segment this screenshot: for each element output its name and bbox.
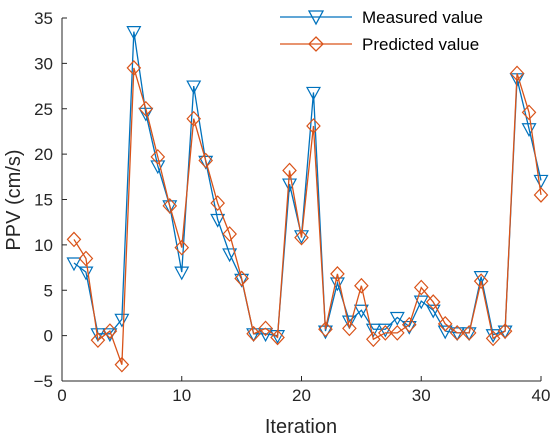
data-point-predicted	[318, 321, 333, 338]
x-tick-label: 20	[292, 386, 311, 405]
data-point-predicted	[78, 250, 94, 267]
data-point-predicted	[246, 325, 261, 342]
data-point-predicted	[222, 226, 237, 242]
data-point-measured	[246, 328, 262, 343]
y-tick-label: 10	[34, 236, 53, 255]
data-point-predicted	[366, 331, 381, 348]
x-tick-label: 0	[57, 386, 66, 405]
data-point-predicted	[389, 325, 405, 341]
y-tick-label: −5	[34, 372, 53, 391]
data-point-measured	[521, 123, 537, 137]
data-point-predicted	[354, 277, 369, 294]
data-point-predicted	[90, 332, 106, 349]
series-layer	[66, 26, 549, 373]
data-point-measured	[198, 155, 214, 170]
data-point-predicted	[306, 118, 321, 134]
data-point-predicted	[437, 315, 453, 332]
data-point-predicted	[258, 320, 273, 337]
data-point-measured	[162, 200, 178, 215]
data-point-measured	[329, 277, 345, 292]
y-tick-label: 25	[34, 100, 53, 119]
data-point-measured	[234, 273, 250, 288]
legend-item-measured: Measured value	[280, 8, 483, 27]
data-point-measured	[126, 26, 142, 40]
data-point-measured	[341, 315, 357, 330]
data-point-measured	[210, 213, 226, 228]
y-axis-title: PPV (cm/s)	[3, 149, 25, 250]
data-point-predicted	[282, 162, 297, 179]
x-tick-label: 40	[532, 386, 550, 405]
data-point-predicted	[234, 270, 249, 287]
series-line-predicted	[73, 67, 542, 365]
y-tick-label: 5	[44, 281, 53, 300]
data-point-predicted	[425, 294, 441, 310]
data-point-predicted	[509, 65, 525, 82]
data-point-predicted	[150, 148, 166, 165]
legend: Measured value Predicted value	[280, 8, 483, 54]
data-point-measured	[365, 323, 381, 338]
data-point-predicted	[126, 60, 142, 76]
x-tick-label: 10	[172, 386, 191, 405]
legend-label-predicted: Predicted value	[362, 35, 479, 54]
data-point-predicted	[102, 323, 118, 339]
y-tick-label: 30	[34, 54, 53, 73]
data-point-predicted	[114, 356, 130, 373]
x-ticks: 0 10 20 30 40	[57, 376, 550, 405]
data-point-measured	[150, 160, 166, 175]
legend-marker-predicted	[308, 36, 324, 52]
data-point-predicted	[174, 239, 190, 256]
series-predicted	[66, 60, 549, 373]
data-point-measured	[90, 328, 106, 343]
x-axis-title: Iteration	[265, 416, 337, 438]
data-point-measured	[174, 266, 190, 281]
y-tick-label: 0	[44, 327, 53, 346]
data-point-predicted	[521, 104, 537, 121]
y-tick-label: 20	[34, 145, 53, 164]
y-ticks: −5 0 5 10 15 20 25 30 35	[34, 9, 67, 391]
y-tick-label: 15	[34, 191, 53, 210]
data-point-predicted	[270, 329, 285, 346]
data-point-measured	[186, 80, 202, 95]
data-point-measured	[305, 86, 321, 101]
data-point-predicted	[461, 325, 477, 341]
data-point-predicted	[66, 231, 82, 248]
data-point-measured	[114, 313, 130, 328]
data-point-measured	[413, 295, 429, 310]
data-point-predicted	[138, 100, 154, 117]
data-point-predicted	[378, 325, 393, 341]
data-point-predicted	[413, 279, 429, 296]
data-point-predicted	[401, 316, 417, 333]
data-point-predicted	[162, 197, 178, 214]
legend-label-measured: Measured value	[362, 8, 483, 27]
data-point-measured	[437, 325, 453, 340]
data-point-measured	[461, 327, 477, 342]
data-point-predicted	[186, 110, 202, 127]
legend-item-predicted: Predicted value	[280, 35, 479, 54]
data-point-predicted	[342, 320, 357, 337]
data-point-predicted	[485, 330, 501, 347]
data-point-measured	[222, 248, 238, 263]
data-point-measured	[66, 257, 82, 272]
data-point-measured	[389, 311, 405, 326]
data-point-predicted	[449, 325, 465, 341]
data-point-predicted	[198, 152, 214, 169]
data-point-predicted	[533, 187, 549, 203]
data-point-predicted	[210, 195, 225, 212]
legend-marker-measured	[307, 10, 325, 26]
data-point-measured	[78, 266, 94, 281]
data-point-predicted	[473, 273, 489, 290]
data-point-measured	[533, 174, 549, 189]
data-point-measured	[353, 304, 369, 319]
data-point-predicted	[330, 266, 345, 282]
data-point-predicted	[294, 229, 309, 246]
data-point-predicted	[497, 323, 513, 339]
y-tick-label: 35	[34, 9, 53, 28]
data-point-measured	[425, 304, 441, 319]
x-tick-label: 30	[412, 386, 431, 405]
data-point-measured	[449, 327, 465, 342]
